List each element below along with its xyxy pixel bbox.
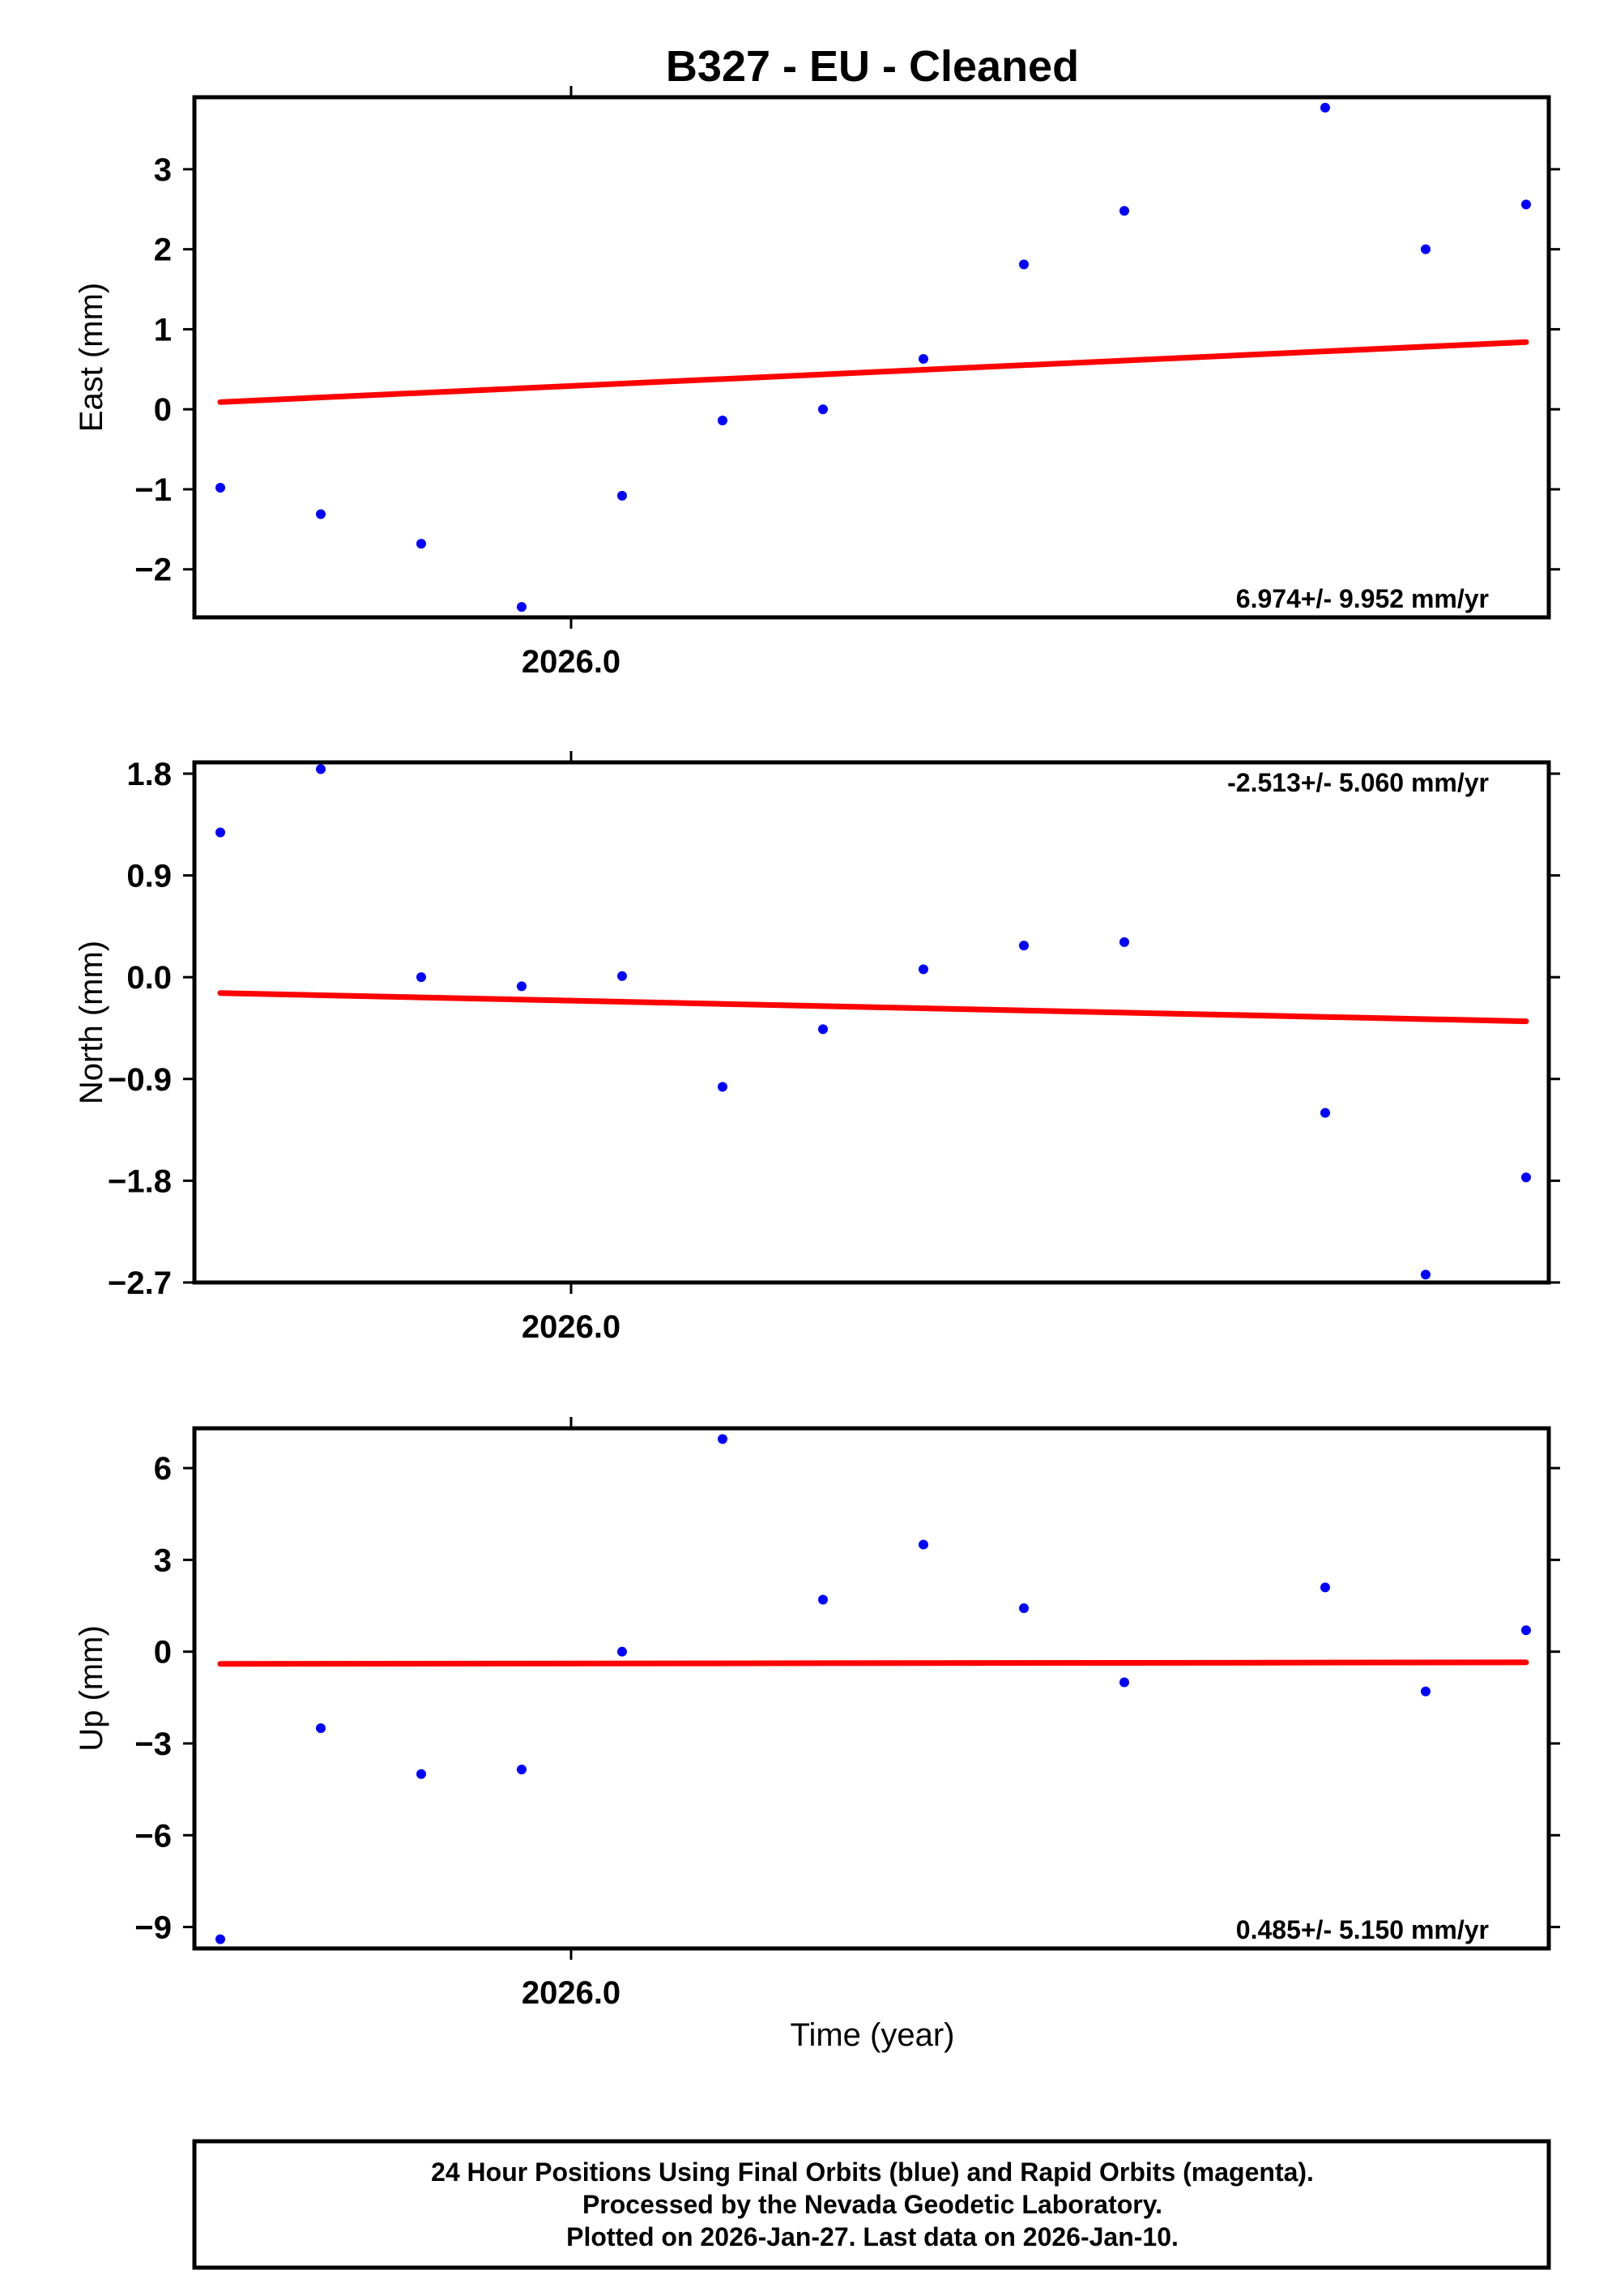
x-axis-label: Time (year) bbox=[791, 2017, 955, 2053]
up-velocity-label: 0.485+/- 5.150 mm/yr bbox=[1236, 1915, 1489, 1944]
up-y-tick-label: 6 bbox=[154, 1451, 172, 1487]
panels: −2 −1 0 1 2 3 2026.0 East (mm) 6.974+/- 9.952 mm… bbox=[74, 86, 1560, 2011]
up-data-point bbox=[416, 1769, 426, 1779]
north-y-tick-label: 0.0 bbox=[126, 960, 172, 996]
east-panel: −2 −1 0 1 2 3 2026.0 East (mm) 6.974+/- 9.952 mm… bbox=[74, 86, 1560, 680]
east-y-tick-label: 1 bbox=[154, 312, 172, 348]
up-data-point bbox=[517, 1765, 527, 1775]
east-data-point bbox=[1320, 102, 1330, 113]
up-x-tick-label: 2026.0 bbox=[522, 1975, 620, 2011]
footer-box: 24 Hour Positions Using Final Orbits (bl… bbox=[192, 2139, 1551, 2270]
north-data-point bbox=[1521, 1172, 1531, 1183]
north-data-point bbox=[416, 972, 426, 983]
up-data-point bbox=[718, 1434, 727, 1445]
north-y-tick-label: −2.7 bbox=[108, 1265, 172, 1301]
north-x-tick-label: 2026.0 bbox=[522, 1309, 620, 1345]
north-data-point bbox=[818, 1024, 828, 1035]
up-data-point bbox=[1521, 1625, 1531, 1636]
east-data-point bbox=[718, 416, 727, 426]
east-data-point bbox=[215, 482, 225, 493]
east-y-tick-label: 3 bbox=[154, 152, 172, 188]
north-panel: −2.7 −1.8 −0.9 0.0 0.9 1.8 2026.0 North (mm) -2.… bbox=[74, 751, 1560, 1345]
up-frame bbox=[192, 1426, 1551, 1951]
north-frame bbox=[192, 760, 1551, 1285]
north-data-point bbox=[517, 981, 527, 992]
up-data-point bbox=[818, 1594, 828, 1605]
north-velocity-label: -2.513+/- 5.060 mm/yr bbox=[1227, 768, 1489, 797]
north-y-tick-label: 0.9 bbox=[126, 859, 172, 894]
up-y-axis-label: Up (mm) bbox=[74, 1625, 109, 1752]
north-data-point bbox=[1119, 937, 1129, 947]
east-trend-line bbox=[217, 339, 1529, 405]
east-velocity-label: 6.974+/- 9.952 mm/yr bbox=[1236, 584, 1489, 613]
east-y-tick-label: −1 bbox=[134, 472, 172, 508]
north-data-point bbox=[1421, 1270, 1431, 1280]
up-data-point bbox=[1320, 1582, 1330, 1593]
up-data-point bbox=[316, 1723, 326, 1734]
east-y-axis-label: East (mm) bbox=[74, 283, 109, 432]
east-y-tick-label: 0 bbox=[154, 392, 172, 428]
footer-line-2: Processed by the Nevada Geodetic Laborat… bbox=[582, 2190, 1162, 2219]
north-y-tick-label: 1.8 bbox=[126, 757, 172, 792]
footer-line-3: Plotted on 2026-Jan-27. Last data on 202… bbox=[566, 2222, 1179, 2251]
east-x-tick-label: 2026.0 bbox=[522, 644, 620, 680]
north-data-point bbox=[1320, 1107, 1330, 1118]
east-data-point bbox=[1421, 244, 1431, 254]
east-data-point bbox=[316, 509, 326, 519]
east-data-point bbox=[617, 490, 627, 501]
east-data-point bbox=[1119, 206, 1129, 216]
east-data-point bbox=[919, 353, 928, 364]
up-data-point bbox=[1119, 1677, 1129, 1688]
east-data-point bbox=[517, 602, 527, 612]
footer-frame bbox=[192, 2139, 1551, 2270]
north-data-point bbox=[316, 764, 326, 775]
north-data-point bbox=[919, 964, 928, 975]
up-panel: −9 −6 −3 0 3 6 2026.0 Up (mm) 0.485+/- 5.150 mm/… bbox=[74, 1417, 1560, 2011]
up-y-tick-label: −9 bbox=[134, 1910, 172, 1946]
north-data-point bbox=[718, 1082, 727, 1092]
east-data-point bbox=[1019, 259, 1029, 270]
north-trend-line bbox=[217, 990, 1529, 1025]
east-data-point bbox=[818, 404, 828, 415]
up-data-point bbox=[1019, 1603, 1029, 1614]
chart-title: B327 - EU - Cleaned bbox=[666, 42, 1079, 91]
north-y-tick-label: −1.8 bbox=[108, 1163, 172, 1199]
up-y-tick-label: −6 bbox=[134, 1818, 172, 1854]
east-data-point bbox=[416, 539, 426, 549]
north-y-axis-label: North (mm) bbox=[74, 941, 109, 1104]
up-data-point bbox=[1421, 1686, 1431, 1696]
north-data-point bbox=[215, 827, 225, 838]
up-y-tick-label: −3 bbox=[134, 1726, 172, 1762]
east-y-tick-label: 2 bbox=[154, 233, 172, 268]
footer-line-1: 24 Hour Positions Using Final Orbits (bl… bbox=[431, 2157, 1314, 2187]
north-data-point bbox=[617, 971, 627, 981]
north-y-tick-label: −0.9 bbox=[108, 1062, 172, 1098]
east-data-point bbox=[1521, 199, 1531, 210]
east-frame bbox=[192, 95, 1551, 620]
up-data-point bbox=[919, 1539, 928, 1550]
east-y-tick-label: −2 bbox=[134, 553, 172, 588]
up-data-point bbox=[215, 1934, 225, 1944]
north-data-point bbox=[1019, 941, 1029, 951]
up-y-tick-label: 0 bbox=[154, 1635, 172, 1671]
up-trend-line bbox=[217, 1659, 1529, 1667]
up-y-tick-label: 3 bbox=[154, 1543, 172, 1578]
up-data-point bbox=[617, 1646, 627, 1657]
